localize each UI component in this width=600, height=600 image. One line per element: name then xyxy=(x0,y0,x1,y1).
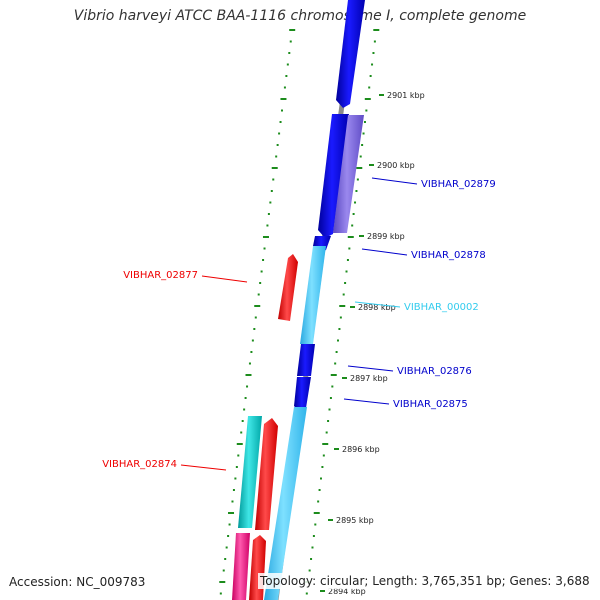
kbp-label: 2900 kbp xyxy=(377,161,415,170)
kbp-label: 2897 kbp xyxy=(350,374,388,383)
gene-feature-magenta[interactable] xyxy=(232,533,250,600)
gene-feature-dark-blue[interactable] xyxy=(294,377,311,412)
accession-text: Accession: NC_009783 xyxy=(9,575,146,589)
gene-feature-red[interactable] xyxy=(278,254,298,321)
gene-label[interactable]: VIBHAR_02878 xyxy=(411,250,486,261)
kbp-label: 2901 kbp xyxy=(387,91,425,100)
gene-feature-light-blue[interactable] xyxy=(264,407,307,600)
genome-title: Vibrio harveyi ATCC BAA-1116 chromosome … xyxy=(73,8,527,24)
gene-feature-dark-blue[interactable] xyxy=(336,0,365,108)
gene-label-leader xyxy=(354,301,401,308)
gene-label-leader xyxy=(361,248,408,256)
gene-label-leader xyxy=(180,464,227,471)
inner-dotted-track xyxy=(219,29,296,595)
gene-label[interactable]: VIBHAR_02875 xyxy=(393,399,468,410)
gene-feature-red[interactable] xyxy=(249,535,266,600)
kbp-label: 2894 kbp xyxy=(328,587,366,596)
reverse-strand-features xyxy=(232,254,298,600)
gene-labels: VIBHAR_02879 VIBHAR_02878 VIBHAR_00002 VIBH… xyxy=(102,177,496,471)
gene-feature-dark-blue[interactable] xyxy=(297,344,315,376)
gene-label[interactable]: VIBHAR_02879 xyxy=(421,179,496,190)
gene-feature-light-blue[interactable] xyxy=(300,246,326,344)
kbp-label: 2898 kbp xyxy=(358,303,396,312)
kbp-tick-labels: 2894 kbp 2895 kbp 2896 kbp 2897 kbp 2898 kbp… xyxy=(320,91,425,596)
gene-feature-teal[interactable] xyxy=(238,416,262,528)
kbp-label: 2896 kbp xyxy=(342,445,380,454)
gene-label[interactable]: VIBHAR_00002 xyxy=(404,302,479,313)
gene-feature-red[interactable] xyxy=(255,418,278,530)
gene-feature-purple[interactable] xyxy=(333,115,364,233)
gene-label[interactable]: VIBHAR_02874 xyxy=(102,459,177,470)
forward-strand-features xyxy=(264,0,365,600)
gene-label[interactable]: VIBHAR_02876 xyxy=(397,366,472,377)
gene-label-leader xyxy=(201,275,248,283)
gene-label-leader xyxy=(371,177,418,185)
kbp-label: 2899 kbp xyxy=(367,232,405,241)
gene-label[interactable]: VIBHAR_02877 xyxy=(123,270,198,281)
gene-feature-dark-blue[interactable] xyxy=(318,114,349,238)
gene-label-leader xyxy=(347,365,394,372)
gene-label-leader xyxy=(343,398,390,405)
kbp-label: 2895 kbp xyxy=(336,516,374,525)
topology-summary: Topology: circular; Length: 3,765,351 bp… xyxy=(258,573,592,589)
